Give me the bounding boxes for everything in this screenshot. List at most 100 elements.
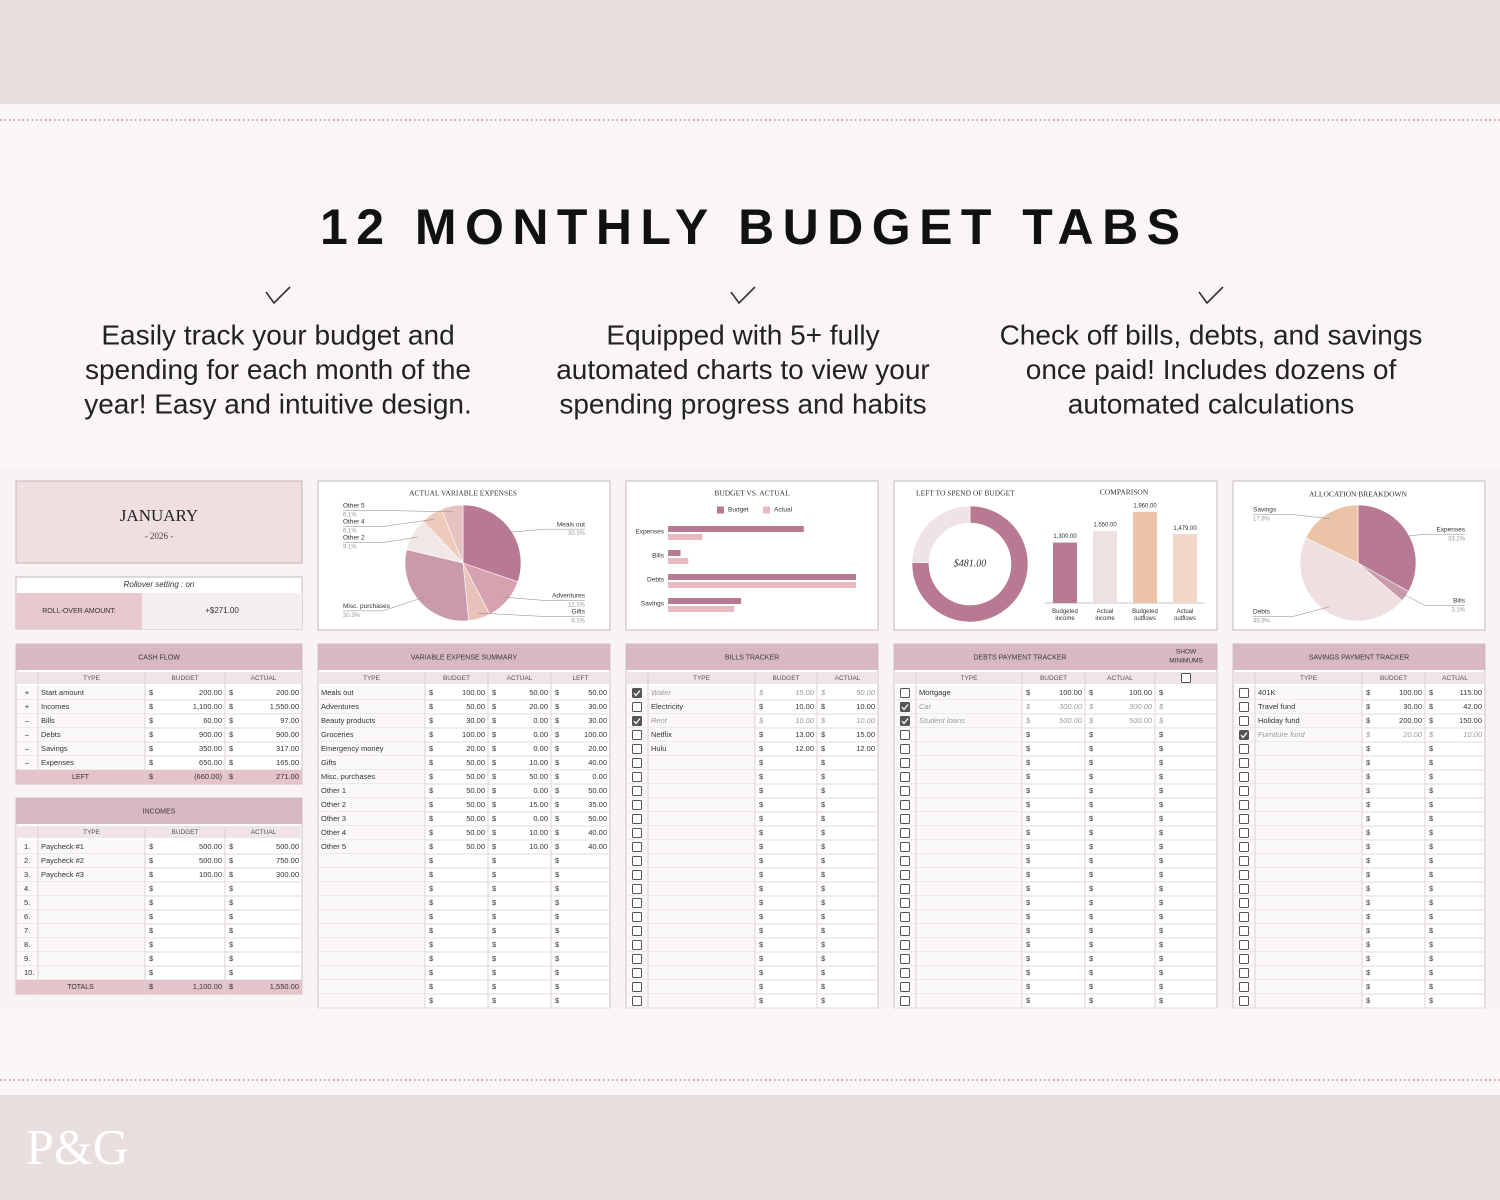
currency-sign: $	[1429, 954, 1434, 963]
checkbox	[1239, 744, 1249, 754]
slice-label: Bills	[1453, 598, 1466, 605]
leader-line	[477, 612, 585, 617]
column-header: BUDGET	[443, 675, 470, 682]
currency-sign: $	[229, 870, 234, 879]
top-band	[0, 0, 1500, 104]
amount: 100.00	[584, 730, 607, 739]
table-label-cell	[894, 700, 1022, 714]
row-type: Paycheck #2	[41, 856, 84, 865]
column-header: ACTUAL	[835, 675, 861, 682]
currency-sign: $	[429, 926, 434, 935]
row-type: 401K	[1258, 688, 1276, 697]
table-label-cell	[1233, 770, 1362, 784]
bar	[668, 574, 856, 580]
currency-sign: $	[1089, 968, 1094, 977]
leader-line	[505, 528, 585, 533]
slice-value-label: 6.1%	[343, 513, 357, 519]
total-amount: 1,550.00	[270, 982, 299, 991]
feature-text: automated calculations	[1068, 388, 1354, 419]
currency-sign: $	[492, 926, 497, 935]
table-label-cell	[894, 714, 1022, 728]
currency-sign: $	[1159, 884, 1164, 893]
table-label-cell	[318, 952, 425, 966]
checkbox	[900, 912, 910, 922]
table-label-cell	[318, 784, 425, 798]
table-label-cell	[894, 770, 1022, 784]
checkbox	[632, 800, 642, 810]
row-type: Other 4	[321, 828, 346, 837]
amount: 150.00	[1459, 716, 1482, 725]
table-label-cell	[318, 882, 425, 896]
checkbox	[900, 688, 910, 698]
checkbox	[900, 716, 910, 726]
bar-value-label: 1,960.00	[1133, 503, 1157, 509]
currency-sign: $	[1026, 870, 1031, 879]
legend-swatch	[717, 506, 724, 514]
currency-sign: $	[1026, 688, 1031, 697]
amount: 650.00	[199, 758, 222, 767]
currency-sign: $	[229, 982, 234, 991]
currency-sign: $	[1366, 884, 1371, 893]
table-label-cell	[626, 770, 755, 784]
currency-sign: $	[821, 954, 826, 963]
currency-sign: $	[492, 786, 497, 795]
table-label-cell	[318, 924, 425, 938]
row-type: Student loans	[919, 716, 965, 725]
checkbox	[900, 842, 910, 852]
currency-sign: $	[821, 982, 826, 991]
amount: 100.00	[199, 870, 222, 879]
currency-sign: $	[229, 744, 234, 753]
leader-line	[343, 536, 418, 543]
currency-sign: $	[1366, 968, 1371, 977]
currency-sign: $	[492, 940, 497, 949]
currency-sign: $	[1026, 954, 1031, 963]
amount: 10.00	[529, 842, 548, 851]
currency-sign: $	[821, 730, 826, 739]
currency-sign: $	[429, 744, 434, 753]
chart-title: BUDGET VS. ACTUAL	[714, 489, 790, 498]
amount: 50.00	[466, 702, 485, 711]
slice-label: Misc. purchases	[343, 603, 391, 610]
currency-sign: $	[429, 954, 434, 963]
checkbox	[632, 716, 642, 726]
table-label-cell	[16, 938, 145, 952]
currency-sign: $	[821, 842, 826, 851]
currency-sign: $	[1026, 982, 1031, 991]
table-label-cell	[318, 994, 425, 1008]
currency-sign: $	[759, 758, 764, 767]
currency-sign: $	[492, 828, 497, 837]
currency-sign: $	[429, 772, 434, 781]
checkbox	[900, 898, 910, 908]
amount: 30.00	[1403, 702, 1422, 711]
table-label-cell	[318, 868, 425, 882]
checkbox	[632, 842, 642, 852]
table-header-row	[626, 672, 878, 684]
checkbox	[900, 954, 910, 964]
table-label-cell	[16, 910, 145, 924]
feature-text: spending progress and habits	[559, 388, 926, 419]
amount: 0.00	[533, 744, 548, 753]
table-label-cell	[626, 840, 755, 854]
currency-sign: $	[555, 940, 560, 949]
row-sign: –	[25, 744, 30, 753]
category-label-line: Actual	[1097, 609, 1114, 615]
currency-sign: $	[555, 800, 560, 809]
amount: 0.00	[592, 772, 607, 781]
table-title-band	[1233, 644, 1485, 670]
amount: 10.00	[795, 702, 814, 711]
slice-label: Other 4	[343, 519, 365, 526]
currency-sign: $	[1365, 730, 1371, 739]
currency-sign: $	[1366, 912, 1371, 921]
column-header: TYPE	[83, 829, 101, 836]
currency-sign: $	[1159, 814, 1164, 823]
table-label-cell	[16, 756, 145, 770]
total-row	[16, 770, 302, 784]
checkmark-icon	[730, 286, 756, 305]
currency-sign: $	[1429, 884, 1434, 893]
checkbox	[900, 758, 910, 768]
currency-sign: $	[1429, 968, 1434, 977]
amount: 1,100.00	[193, 702, 222, 711]
table-label-cell	[894, 826, 1022, 840]
amount: 100.00	[462, 730, 485, 739]
currency-sign: $	[492, 898, 497, 907]
